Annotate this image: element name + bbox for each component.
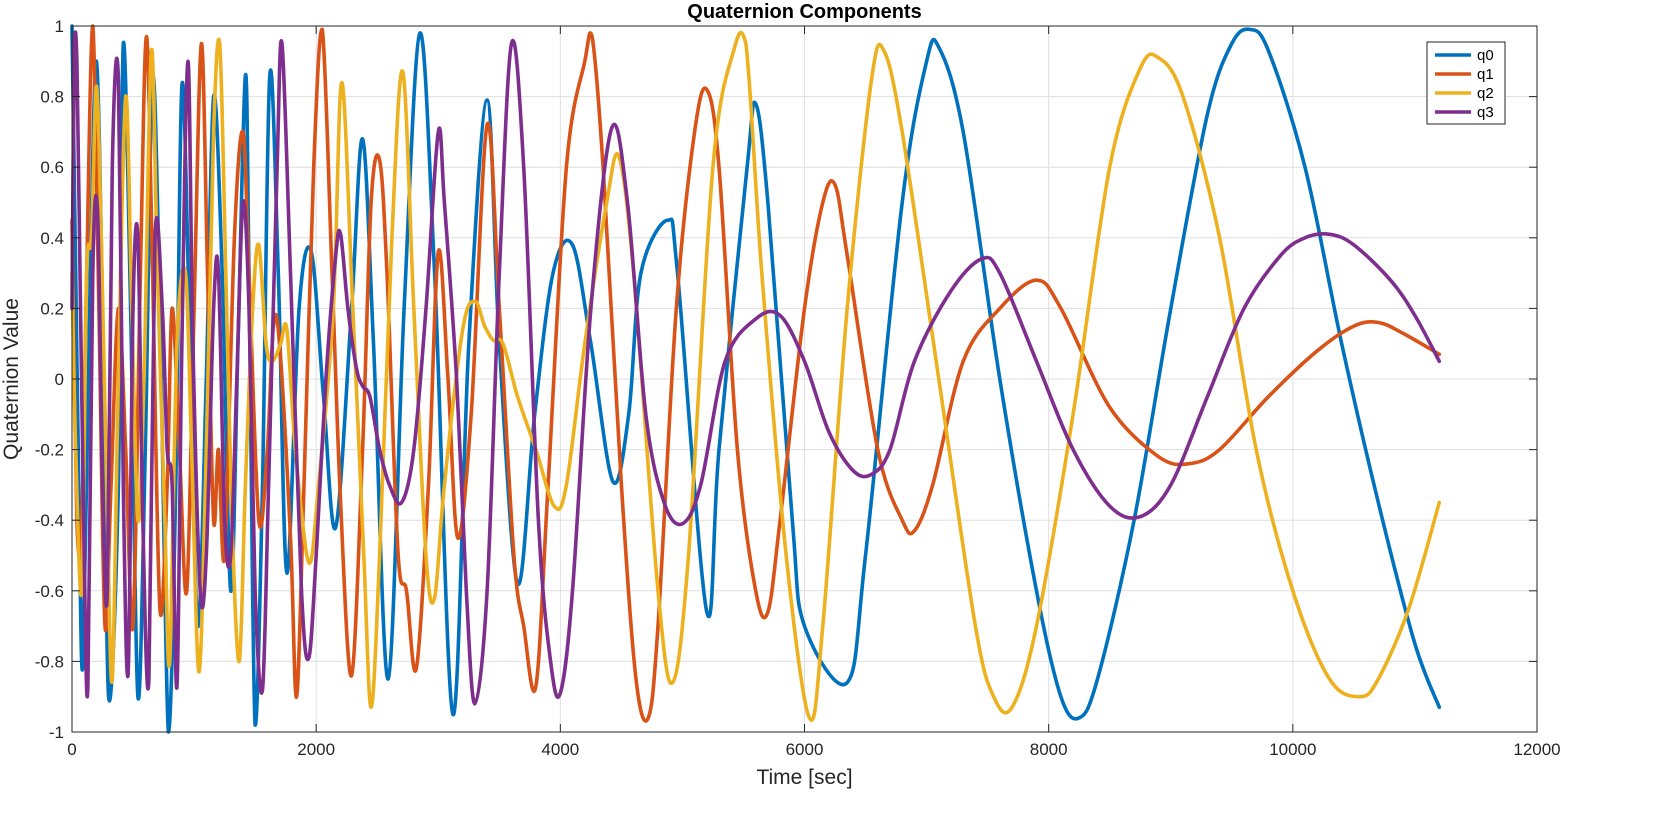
x-tick-label: 8000 bbox=[1030, 740, 1068, 759]
x-tick-label: 0 bbox=[67, 740, 76, 759]
chart-title: Quaternion Components bbox=[687, 1, 921, 23]
y-tick-label: -0.2 bbox=[35, 441, 64, 460]
x-tick-labels: 0 2000 4000 6000 8000 10000 12000 bbox=[67, 740, 1560, 759]
legend-label-q2: q2 bbox=[1477, 85, 1494, 102]
x-tick-label: 4000 bbox=[541, 740, 579, 759]
y-tick-label: -0.8 bbox=[35, 652, 64, 671]
y-tick-label: -1 bbox=[49, 723, 64, 742]
legend-label-q0: q0 bbox=[1477, 47, 1494, 64]
x-tick-label: 2000 bbox=[297, 740, 335, 759]
legend: q0 q1 q2 q3 bbox=[1426, 41, 1506, 125]
legend-label-q1: q1 bbox=[1477, 66, 1494, 83]
plot-area bbox=[70, 24, 1538, 734]
x-tick-label: 12000 bbox=[1513, 740, 1560, 759]
y-tick-labels: -1 -0.8 -0.6 -0.4 -0.2 0 0.2 0.4 0.6 0.8 1 bbox=[35, 17, 64, 742]
x-tick-label: 6000 bbox=[786, 740, 824, 759]
x-axis-title: Time [sec] bbox=[756, 766, 852, 789]
y-tick-label: 0.2 bbox=[40, 299, 64, 318]
y-tick-label: 1 bbox=[55, 17, 64, 36]
series-lines bbox=[70, 24, 1442, 734]
y-tick-label: 0 bbox=[55, 370, 64, 389]
y-axis-title: Quaternion Value bbox=[0, 298, 23, 460]
x-tick-label: 10000 bbox=[1269, 740, 1316, 759]
y-tick-label: -0.4 bbox=[35, 511, 64, 530]
legend-label-q3: q3 bbox=[1477, 104, 1494, 121]
series-line-q3 bbox=[70, 30, 1442, 706]
y-tick-label: -0.6 bbox=[35, 582, 64, 601]
y-tick-label: 0.8 bbox=[40, 88, 64, 107]
y-tick-label: 0.4 bbox=[40, 229, 64, 248]
y-tick-label: 0.6 bbox=[40, 158, 64, 177]
tick-marks bbox=[71, 25, 1538, 733]
series-line-q2 bbox=[70, 30, 1442, 722]
